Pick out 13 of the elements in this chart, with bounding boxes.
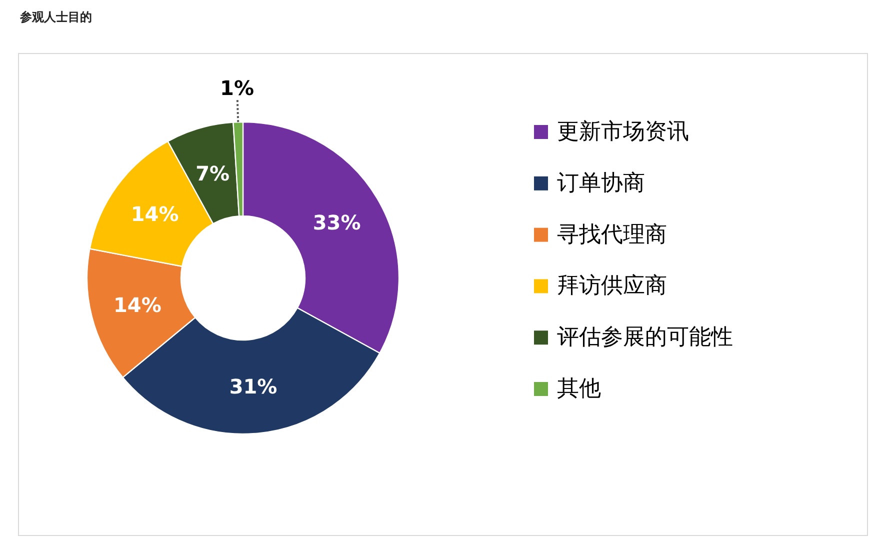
data-label: 14%	[113, 293, 162, 318]
data-label: 31%	[229, 374, 278, 399]
legend-label: 订单协商	[557, 170, 645, 196]
legend-label: 拜访供应商	[557, 274, 667, 299]
chart-title: 参观人士目的	[19, 10, 92, 24]
data-label: 1%	[220, 76, 254, 100]
data-label: 33%	[312, 210, 361, 235]
legend-label: 其他	[557, 376, 601, 402]
legend-label: 更新市场资讯	[557, 120, 689, 144]
data-label: 14%	[130, 202, 179, 226]
legend-label: 寻找代理商	[557, 222, 667, 248]
legend-label: 评估参展的可能性	[557, 325, 733, 350]
data-label: 7%	[196, 161, 230, 186]
